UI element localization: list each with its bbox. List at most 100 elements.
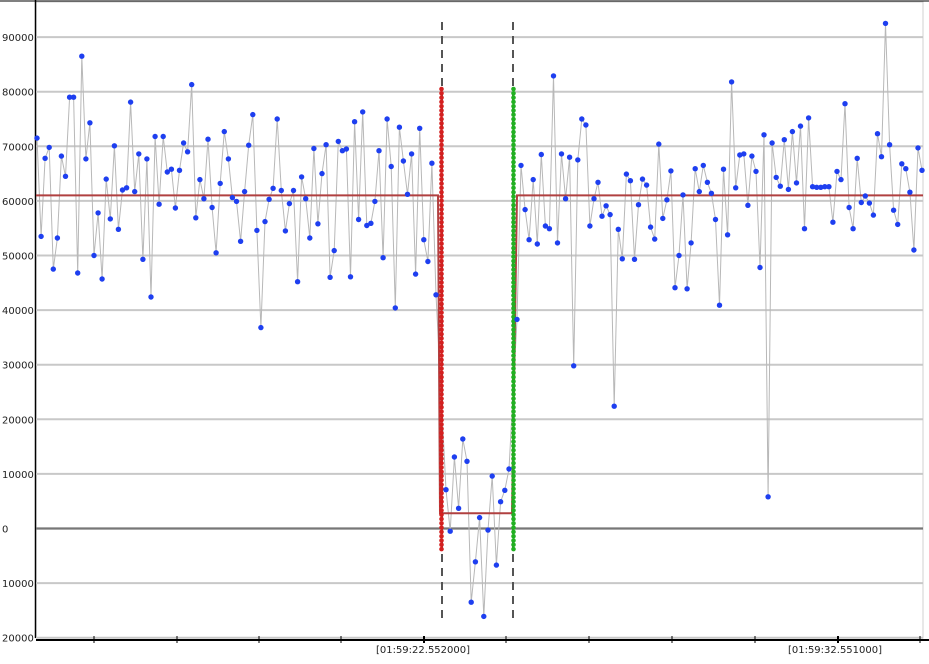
green-marker-dot (511, 310, 516, 315)
green-marker-dot (511, 99, 516, 105)
data-point (805, 115, 812, 121)
data-point (765, 494, 771, 500)
green-marker-dot (511, 538, 516, 543)
data-point (408, 151, 415, 157)
data-point (364, 222, 370, 229)
data-point (335, 138, 341, 145)
red-marker-dot (439, 340, 444, 346)
green-marker-dot (511, 275, 516, 281)
data-point (274, 116, 280, 122)
data-point (599, 213, 605, 219)
green-marker-dot (511, 164, 516, 169)
green-marker-dot (511, 224, 516, 229)
green-marker-dot (511, 241, 516, 247)
data-point (603, 203, 609, 209)
green-marker-dot (511, 181, 516, 186)
data-point (451, 454, 458, 460)
data-point (899, 161, 905, 167)
data-point (773, 174, 779, 181)
data-point (712, 216, 719, 223)
data-point (822, 184, 828, 190)
data-point (497, 499, 504, 505)
red-marker-dot (439, 164, 444, 169)
data-point (351, 119, 358, 125)
data-point (209, 204, 215, 211)
data-point (834, 168, 840, 175)
data-point (919, 167, 925, 173)
green-marker-dot (511, 134, 516, 139)
data-point (858, 199, 864, 206)
red-marker-dot (439, 516, 444, 522)
green-marker-dot (511, 86, 516, 92)
green-marker-dot (511, 168, 516, 173)
data-point (421, 237, 427, 243)
y-tick-label: 90000 (2, 33, 34, 44)
red-marker-dot (439, 220, 444, 225)
red-marker-dot (439, 426, 444, 432)
data-point (652, 236, 658, 242)
red-marker-dot (439, 447, 444, 453)
data-point (907, 189, 913, 195)
data-point (144, 156, 150, 162)
data-point (903, 166, 909, 172)
data-point (862, 193, 868, 199)
red-marker-dot (439, 125, 444, 130)
green-marker-dot (511, 267, 516, 272)
red-marker-dot (439, 452, 444, 457)
green-marker-dot (511, 447, 516, 453)
red-marker-dot (439, 202, 444, 208)
data-point (95, 210, 101, 216)
red-marker-dot (439, 207, 444, 212)
data-point (168, 166, 175, 172)
green-marker-dot (511, 370, 516, 376)
red-marker-dot (439, 387, 444, 393)
data-point (237, 238, 244, 244)
green-marker-dot (511, 112, 516, 118)
red-marker-dot (439, 263, 444, 268)
green-marker-dot (511, 138, 516, 143)
red-marker-dot (439, 228, 444, 234)
red-marker-dot (439, 430, 444, 436)
data-point (915, 145, 921, 151)
red-marker-dot (439, 465, 444, 470)
red-marker-dot (439, 310, 444, 315)
red-marker-dot (439, 271, 444, 277)
y-tick-label: 40000 (2, 306, 34, 317)
y-tick-label: 30000 (2, 361, 34, 372)
data-point (380, 255, 386, 261)
red-marker-dot (439, 331, 444, 337)
data-point (54, 235, 61, 241)
green-marker-dot (511, 297, 516, 303)
data-point (455, 505, 462, 511)
data-point (728, 79, 735, 85)
data-point (846, 204, 852, 211)
data-point (757, 264, 763, 271)
data-point (294, 279, 301, 285)
data-point (538, 151, 544, 158)
green-marker-dot (511, 293, 516, 298)
data-point (562, 196, 569, 202)
green-marker-dot (511, 327, 516, 333)
red-marker-dot (439, 435, 444, 440)
red-marker-dot (439, 293, 444, 298)
green-marker-dot (511, 409, 516, 414)
green-marker-dot (511, 404, 516, 410)
data-point (307, 235, 313, 241)
red-marker-dot (439, 392, 444, 397)
red-marker-dot (439, 112, 444, 118)
data-point (801, 226, 808, 232)
data-point (79, 53, 85, 59)
data-point (777, 183, 783, 189)
red-marker-dot (439, 280, 444, 285)
data-point (676, 252, 682, 259)
green-marker-dot (511, 413, 516, 419)
red-marker-dot (439, 542, 444, 548)
green-marker-dot (511, 108, 516, 113)
data-point (46, 144, 52, 151)
data-point (785, 186, 792, 193)
data-point (818, 184, 824, 190)
green-marker-dot (511, 417, 516, 423)
red-marker-dot (439, 538, 444, 543)
data-point (826, 184, 832, 190)
data-point (460, 436, 466, 442)
